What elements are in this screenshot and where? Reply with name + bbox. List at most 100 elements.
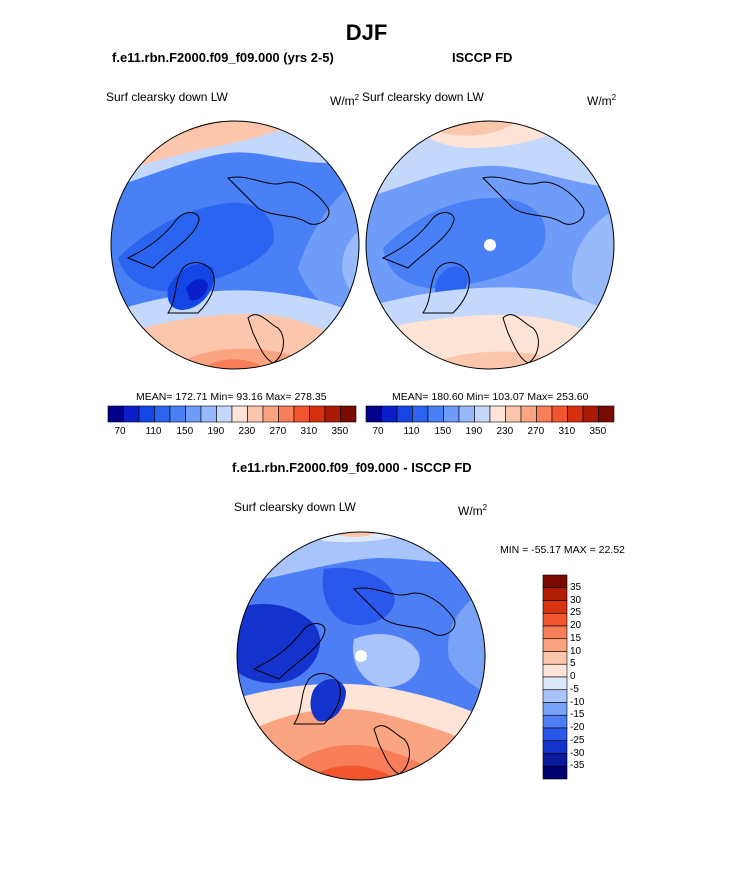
- panel1-colorbar-tick-label: 190: [207, 426, 225, 437]
- panel3-colorbar-box: [542, 676, 568, 691]
- panel2-colorbar-box: [443, 405, 460, 423]
- panel1-colorbar-box: [154, 405, 171, 423]
- panel2-colorbar-box: [536, 405, 553, 423]
- panel1-colorbar-box: [278, 405, 295, 423]
- panel3-title: f.e11.rbn.F2000.f09_f09.000 - ISCCP FD: [232, 460, 472, 475]
- panel1-colorbar-box: [247, 405, 264, 423]
- panel3-colorbar-tick-label: 0: [570, 671, 576, 682]
- panel3-colorbar-box: [542, 638, 568, 652]
- panel3-colorbar-box: [542, 587, 568, 601]
- panel2-colorbar-tick-label: 350: [589, 426, 607, 437]
- map3-region-central-light: [353, 634, 420, 688]
- panel1-colorbar-tick-label: 350: [331, 426, 349, 437]
- panel3-colorbar-tick-label: -25: [570, 734, 585, 746]
- panel2-colorbar-box: [396, 405, 413, 423]
- panel1-colorbar-tick-label: 230: [238, 426, 256, 437]
- map1-coastline-1: [126, 176, 330, 364]
- panel1-colorbar-box: [324, 405, 341, 423]
- panel2-colorbar-box: [567, 405, 584, 423]
- map3-region-deep-north: [322, 567, 395, 625]
- panel3-colorbar-box: [542, 689, 568, 703]
- panel3-colorbar-tick-label: 20: [570, 620, 582, 631]
- panel1-colorbar-box: [138, 405, 155, 423]
- panel1-colorbar-box: [216, 405, 233, 423]
- panel3-colorbar-tick-label: 35: [570, 581, 582, 593]
- panel3-colorbar-box: [542, 740, 568, 754]
- panel3-colorbar-tick-label: -5: [570, 683, 579, 695]
- panel1-colorbar-box: [340, 405, 357, 423]
- panel3-colorbar-box: [542, 651, 568, 665]
- panel1-title: f.e11.rbn.F2000.f09_f09.000 (yrs 2-5): [112, 50, 334, 65]
- panel3-colorbar-box: [542, 702, 568, 716]
- panel3-variable-label: Surf clearsky down LW: [234, 500, 356, 514]
- panel2-colorbar-box: [412, 405, 429, 423]
- panel3-colorbar-box: [542, 765, 568, 780]
- panel1-polar-map: [110, 120, 360, 370]
- panel2-stats: MEAN= 180.60 Min= 103.07 Max= 253.60: [392, 391, 589, 403]
- panel1-colorbar-box: [231, 405, 248, 423]
- panel3-colorbar-tick-label: 10: [570, 645, 582, 657]
- panel2-colorbar-box: [427, 405, 444, 423]
- panel2-colorbar-ticks: 70 110 150 190 230 270 310 350: [366, 426, 614, 440]
- panel3-colorbar-box: [542, 612, 568, 627]
- panel2-colorbar-box: [551, 405, 568, 423]
- panel3-colorbar-tick-label: -15: [570, 709, 585, 721]
- panel3-colorbar-box: [542, 714, 568, 729]
- panel2-colorbar-box: [582, 405, 599, 423]
- panel2-colorbar-tick-label: 150: [434, 426, 452, 437]
- map3-pole-hole: [355, 650, 367, 662]
- panel1-colorbar-box: [169, 405, 186, 423]
- panel2-colorbar-box: [598, 405, 615, 423]
- panel3-colorbar-box: [542, 727, 568, 742]
- panel2-colorbar-box: [365, 405, 382, 423]
- map3-region-deep-west: [237, 604, 320, 684]
- panel3-colorbar-ticks: 35 30 25 20 15 10 5 0 -5 -10 -15 -20 -25 -30 -35: [570, 575, 610, 779]
- panel1-colorbar-tick-label: 110: [145, 426, 162, 437]
- figure-title: DJF: [345, 20, 388, 45]
- panel3-colorbar-tick-label: 5: [570, 658, 576, 670]
- panel2-variable-label: Surf clearsky down LW: [362, 90, 484, 104]
- panel2-colorbar-tick-label: 270: [527, 426, 545, 437]
- panel2-colorbar-box: [505, 405, 522, 423]
- panel1-variable-label: Surf clearsky down LW: [106, 90, 228, 104]
- map2-region-core: [383, 198, 546, 289]
- panel3-colorbar-tick-label: 30: [570, 594, 582, 606]
- map3-region-greenland: [310, 679, 346, 722]
- panel1-colorbar-tick-label: 70: [114, 426, 126, 437]
- panel1-units: W/m2: [330, 93, 360, 108]
- panel2-polar-map: [365, 120, 615, 370]
- panel1-colorbar-box: [309, 405, 326, 423]
- panel3-colorbar-tick-label: -20: [570, 722, 585, 733]
- panel1-stats: MEAN= 172.71 Min= 93.16 Max= 278.35: [136, 391, 327, 403]
- panel3-colorbar-tick-label: -10: [570, 696, 585, 708]
- panel2-colorbar: [365, 405, 615, 423]
- panel1-colorbar-box: [107, 405, 124, 423]
- map1-region-greenland-core: [186, 279, 208, 301]
- panel3-polar-map: [236, 531, 486, 781]
- panel2-colorbar-tick-label: 230: [496, 426, 514, 437]
- panel2-colorbar-box: [520, 405, 537, 423]
- panel1-colorbar-box: [293, 405, 310, 423]
- map3-region-top-warm: [334, 532, 384, 537]
- panel3-colorbar-tick-label: 15: [570, 632, 582, 644]
- map2-coastline-1: [381, 176, 585, 364]
- panel1-colorbar-ticks: 70 110 150 190 230 270 310 350: [108, 426, 356, 440]
- panel2-colorbar-box: [381, 405, 398, 423]
- panel3-colorbar-tick-label: 25: [570, 607, 582, 619]
- panel3-colorbar-tick-label: -35: [570, 760, 585, 772]
- panel2-colorbar-box: [458, 405, 475, 423]
- panel1-colorbar-box: [200, 405, 217, 423]
- panel3-colorbar-tick-label: -30: [570, 747, 585, 759]
- panel3-units: W/m2: [458, 503, 488, 518]
- map2-pole-hole: [484, 239, 496, 251]
- panel2-colorbar-tick-label: 190: [465, 426, 483, 437]
- panel1-colorbar: [107, 405, 357, 423]
- panel2-colorbar-tick-label: 110: [403, 426, 420, 437]
- panel3-colorbar-box: [542, 663, 568, 678]
- panel3-colorbar-box: [542, 574, 568, 589]
- panel2-colorbar-box: [489, 405, 506, 423]
- panel3-colorbar-box: [542, 625, 568, 640]
- panel3-stats: MIN = -55.17 MAX = 22.52: [500, 544, 625, 556]
- panel1-colorbar-box: [185, 405, 202, 423]
- map1-region-east: [298, 178, 359, 328]
